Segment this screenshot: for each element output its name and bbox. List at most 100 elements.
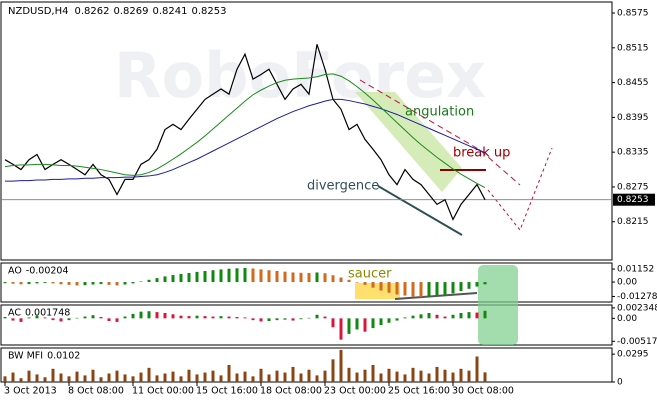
histogram-bar bbox=[467, 312, 471, 319]
histogram-bar bbox=[43, 377, 47, 382]
histogram-bar bbox=[35, 315, 39, 319]
price-label: 0.8253 bbox=[617, 195, 649, 205]
histogram-bar bbox=[19, 378, 23, 382]
histogram-bar bbox=[235, 268, 239, 283]
histogram-bar bbox=[259, 368, 263, 382]
histogram-bar bbox=[131, 376, 135, 382]
histogram-bar bbox=[83, 316, 87, 319]
histogram-bar bbox=[387, 282, 391, 293]
histogram-bar bbox=[83, 375, 87, 382]
histogram-bar bbox=[259, 269, 263, 283]
histogram-bar bbox=[435, 366, 439, 382]
histogram-bar bbox=[75, 371, 79, 382]
divergence-line bbox=[377, 185, 463, 236]
histogram-bar bbox=[59, 282, 63, 285]
histogram-bar bbox=[467, 370, 471, 382]
histogram-bar bbox=[243, 267, 247, 283]
annotation: break up bbox=[453, 146, 510, 161]
y-tick-label: -0.00517 bbox=[617, 337, 657, 347]
indicator-value: 0.0102 bbox=[47, 351, 80, 362]
high: 0.8269 bbox=[113, 6, 148, 17]
histogram-bar bbox=[91, 369, 95, 382]
histogram-bar bbox=[411, 315, 415, 319]
y-tick-label: 0.8455 bbox=[617, 78, 649, 88]
y-tick-label: 0.8275 bbox=[617, 182, 649, 192]
histogram-bar bbox=[315, 314, 319, 319]
histogram-bar bbox=[195, 315, 199, 319]
histogram-bar bbox=[379, 318, 383, 325]
histogram-bar bbox=[19, 318, 23, 322]
histogram-bar bbox=[203, 316, 207, 319]
y-tick-label: 0.01152 bbox=[617, 265, 654, 275]
histogram-bar bbox=[203, 372, 207, 382]
histogram-bar bbox=[163, 276, 167, 283]
y-tick-label: 0.8575 bbox=[617, 9, 649, 19]
histogram-bar bbox=[211, 370, 215, 382]
histogram-bar bbox=[211, 270, 215, 283]
histogram-bar bbox=[331, 275, 335, 283]
histogram-bar bbox=[227, 365, 231, 382]
histogram-bar bbox=[123, 374, 127, 382]
y-tick-label: 0.002348 bbox=[617, 303, 657, 313]
x-tick-label: 18 Oct 08:00 bbox=[260, 386, 322, 397]
histogram-bar bbox=[315, 272, 319, 283]
y-tick-label: 0.8515 bbox=[617, 43, 649, 53]
histogram-bar bbox=[443, 316, 447, 319]
histogram-bar bbox=[59, 373, 63, 382]
histogram-bar bbox=[187, 273, 191, 283]
histogram-bar bbox=[67, 318, 71, 321]
x-tick-label: 30 Oct 08:00 bbox=[452, 386, 514, 397]
y-tick-label: 0.00 bbox=[617, 314, 637, 324]
histogram-bar bbox=[475, 356, 479, 382]
histogram-bar bbox=[403, 282, 407, 296]
angulation-zone bbox=[355, 92, 462, 192]
histogram-bar bbox=[107, 373, 111, 382]
x-tick-label: 25 Oct 16:00 bbox=[388, 386, 450, 397]
histogram-bar bbox=[147, 311, 151, 319]
histogram-bar bbox=[299, 373, 303, 382]
histogram-bar bbox=[379, 373, 383, 382]
annotation: saucer bbox=[348, 267, 392, 282]
low: 0.8241 bbox=[152, 6, 187, 17]
histogram-bar bbox=[139, 372, 143, 382]
histogram-bar bbox=[435, 314, 439, 319]
histogram-bar bbox=[67, 282, 71, 285]
watermark: RoboForex bbox=[114, 39, 486, 112]
histogram-bar bbox=[251, 268, 255, 283]
histogram-bar bbox=[395, 318, 399, 321]
close: 0.8253 bbox=[191, 6, 226, 17]
annotation: angulation bbox=[405, 105, 474, 120]
histogram-bar bbox=[483, 310, 487, 319]
histogram-bar bbox=[219, 375, 223, 382]
indicator-name: BW MFI bbox=[8, 351, 43, 362]
x-tick-label: 11 Oct 00:00 bbox=[132, 386, 194, 397]
histogram-bar bbox=[59, 318, 63, 322]
histogram-bar bbox=[235, 317, 239, 319]
histogram-bar bbox=[275, 318, 279, 321]
histogram-bar bbox=[443, 282, 447, 296]
histogram-bar bbox=[371, 282, 375, 288]
histogram-bar bbox=[179, 376, 183, 382]
x-tick-label: 15 Oct 16:00 bbox=[196, 386, 258, 397]
x-tick-label: 3 Oct 2013 bbox=[4, 386, 57, 397]
histogram-bar bbox=[451, 314, 455, 319]
histogram-bar bbox=[139, 311, 143, 319]
histogram-bar bbox=[379, 282, 383, 291]
histogram-bar bbox=[411, 367, 415, 382]
y-tick-label: 0 bbox=[617, 378, 623, 388]
histogram-bar bbox=[163, 313, 167, 319]
histogram-bar bbox=[315, 375, 319, 382]
histogram-bar bbox=[395, 282, 399, 295]
x-tick-label: 23 Oct 00:00 bbox=[324, 386, 386, 397]
histogram-bar bbox=[219, 269, 223, 283]
histogram-bar bbox=[51, 368, 55, 382]
histogram-bar bbox=[459, 368, 463, 382]
moving-average bbox=[5, 98, 486, 182]
histogram-bar bbox=[171, 371, 175, 382]
histogram-bar bbox=[83, 282, 87, 286]
histogram-bar bbox=[483, 282, 487, 285]
histogram-bar bbox=[363, 318, 367, 332]
histogram-bar bbox=[283, 318, 287, 320]
histogram-bar bbox=[291, 318, 295, 321]
